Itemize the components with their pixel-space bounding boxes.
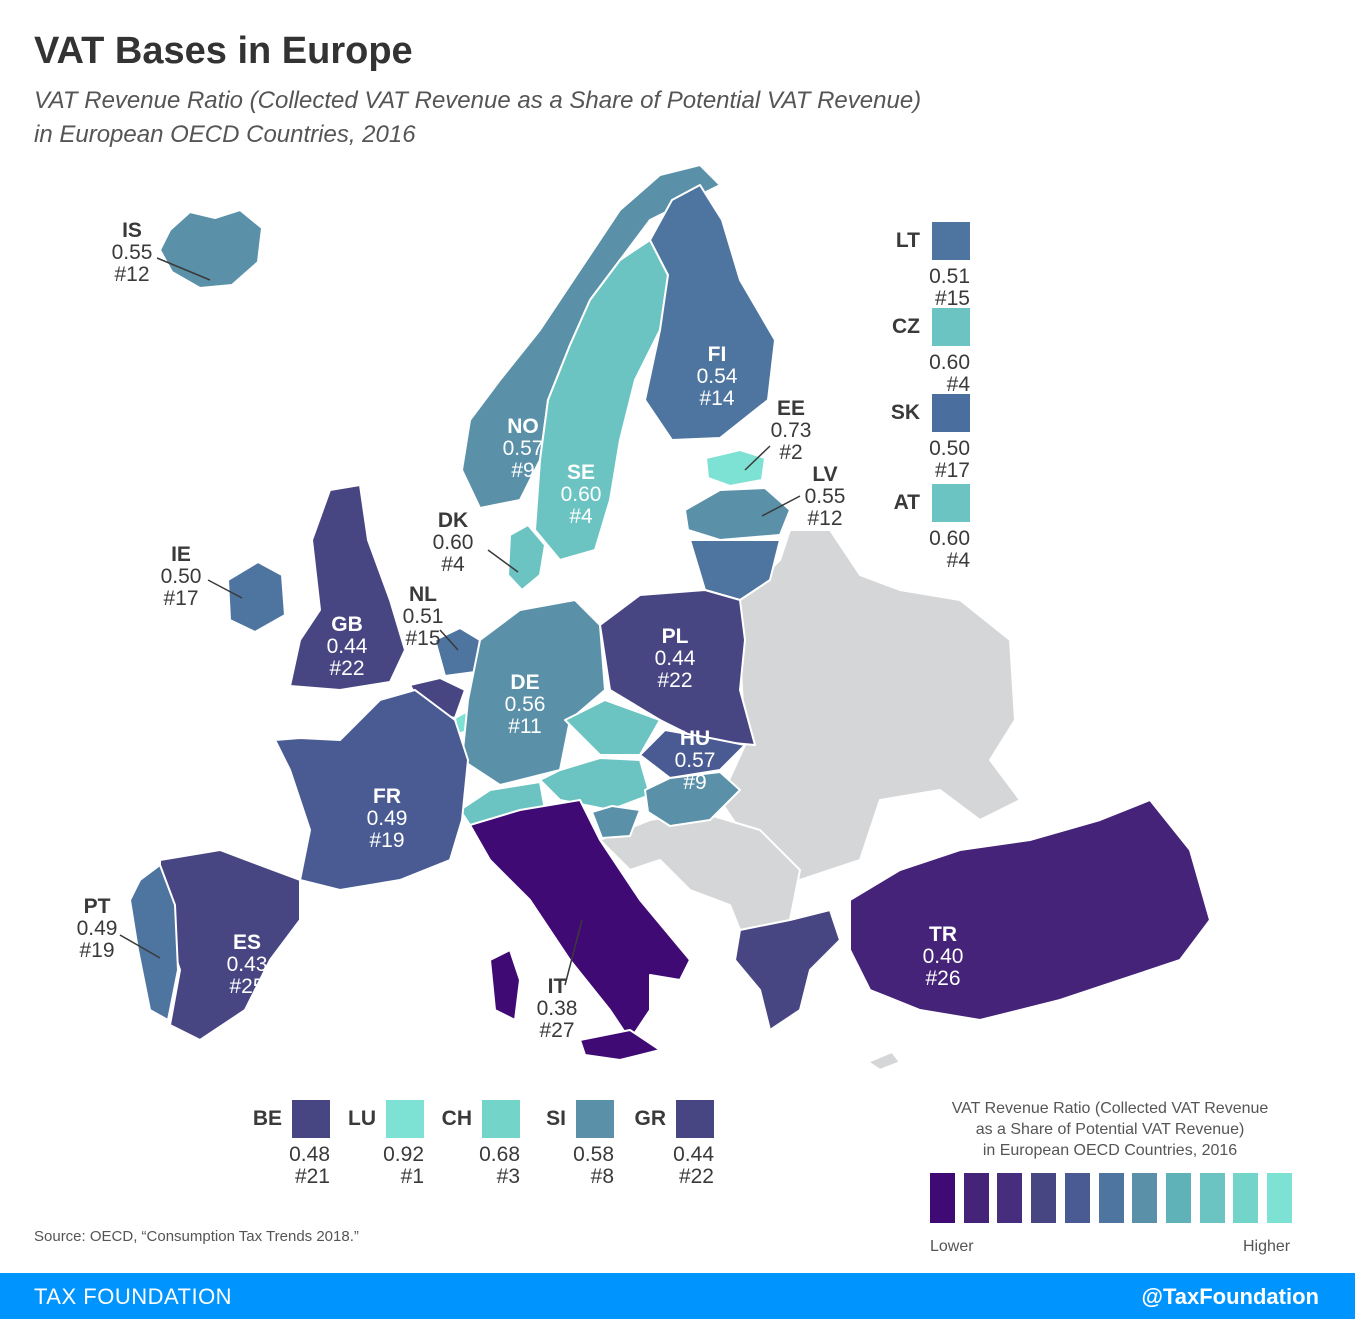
label-fr: FR 0.49 #19 — [366, 785, 408, 852]
label-ee: EE 0.73 #2 — [770, 397, 812, 464]
map-country-se — [534, 239, 669, 561]
side-legend-cz: CZ 0.60 #4 — [880, 308, 970, 398]
color-scale-step — [1031, 1173, 1057, 1223]
map-region-nodata-cyprus — [867, 1051, 901, 1071]
color-scale-step — [1132, 1173, 1158, 1223]
map-country-fr — [274, 689, 469, 891]
map-country-hu — [644, 771, 741, 827]
side-legend-at: AT 0.60 #4 — [880, 484, 970, 574]
label-lv: LV 0.55 #12 — [804, 463, 846, 530]
label-gb: GB 0.44 #22 — [326, 613, 368, 680]
footer-bar: TAX FOUNDATION @TaxFoundation — [0, 1273, 1355, 1319]
page-subtitle: VAT Revenue Ratio (Collected VAT Revenue… — [34, 84, 1034, 152]
color-scale-step — [963, 1173, 989, 1223]
bottom-legend-si: SI 0.58 #8 — [524, 1100, 614, 1195]
label-de: DE 0.56 #11 — [504, 671, 546, 738]
scale-low-label: Lower — [930, 1238, 974, 1255]
map-country-it-sicily — [579, 1029, 661, 1061]
map-region-nodata-east — [719, 529, 1021, 881]
source-note: Source: OECD, “Consumption Tax Trends 20… — [34, 1228, 359, 1245]
label-nl: NL 0.51 #15 — [402, 583, 444, 650]
leader-line-ie — [207, 579, 243, 599]
leader-line-pt — [119, 934, 161, 959]
leader-line-it — [564, 919, 583, 986]
bottom-legend-ch: CH 0.68 #3 — [430, 1100, 520, 1195]
label-ie: IE 0.50 #17 — [160, 543, 202, 610]
bottom-legend-be: BE 0.48 #21 — [240, 1100, 330, 1195]
color-scale-step — [1098, 1173, 1124, 1223]
map-country-cz — [564, 699, 661, 756]
leader-line-lv — [761, 495, 801, 517]
color-scale-step — [1199, 1173, 1225, 1223]
scale-high-label: Higher — [1243, 1238, 1291, 1255]
color-scale-step — [1165, 1173, 1191, 1223]
label-it: IT 0.38 #27 — [536, 975, 578, 1042]
map-country-fi — [644, 184, 776, 441]
footer-brand: TAX FOUNDATION — [34, 1284, 233, 1309]
map-country-si — [591, 805, 641, 839]
bottom-legend-gr-swatch — [676, 1100, 714, 1138]
map-country-ie — [227, 561, 286, 633]
label-no: NO 0.57 #9 — [502, 415, 544, 482]
map-country-gb — [289, 484, 406, 691]
color-scale-step — [1233, 1173, 1259, 1223]
leader-line-ee — [744, 445, 771, 471]
color-scale-step — [1064, 1173, 1090, 1223]
bottom-legend-ch-swatch — [482, 1100, 520, 1138]
label-pl: PL 0.44 #22 — [654, 625, 696, 692]
side-legend-sk: SK 0.50 #17 — [880, 394, 970, 484]
bottom-legend-si-swatch — [576, 1100, 614, 1138]
label-pt: PT 0.49 #19 — [76, 895, 118, 962]
bottom-legend-gr: GR 0.44 #22 — [624, 1100, 714, 1195]
side-legend-lt: LT 0.51 #15 — [880, 222, 970, 312]
map-country-gr — [734, 909, 841, 1031]
map-country-is — [159, 209, 263, 289]
map-country-ee — [705, 449, 766, 487]
map-country-it — [469, 799, 691, 1041]
side-legend-lt-swatch — [932, 222, 970, 260]
map-country-tr — [849, 799, 1211, 1021]
label-dk: DK 0.60 #4 — [432, 509, 474, 576]
color-scale-step — [997, 1173, 1023, 1223]
side-legend-at-swatch — [932, 484, 970, 522]
map-country-pl — [599, 589, 756, 746]
leader-line-dk — [487, 549, 519, 573]
label-tr: TR 0.40 #26 — [922, 923, 964, 990]
color-scale-step — [1267, 1173, 1292, 1223]
subtitle-line-1: VAT Revenue Ratio (Collected VAT Revenue… — [34, 87, 922, 114]
side-legend-cz-swatch — [932, 308, 970, 346]
side-legend-sk-swatch — [932, 394, 970, 432]
map-country-pt — [129, 864, 179, 1021]
label-hu: HU 0.57 #9 — [674, 727, 716, 794]
map-country-it-sardinia — [489, 949, 521, 1021]
leader-line-nl — [439, 629, 459, 651]
leader-line-is — [156, 257, 211, 281]
bottom-legend-lu-swatch — [386, 1100, 424, 1138]
label-se: SE 0.60 #4 — [560, 461, 602, 528]
footer-handle[interactable]: @TaxFoundation — [1141, 1284, 1319, 1309]
scale-title: VAT Revenue Ratio (Collected VAT Revenue… — [951, 1100, 1269, 1159]
map-country-lv — [684, 487, 791, 541]
color-scale-step — [930, 1173, 955, 1223]
page-title: VAT Bases in Europe — [34, 30, 413, 72]
label-fi: FI 0.54 #14 — [696, 343, 738, 410]
label-is: IS 0.55 #12 — [111, 219, 153, 286]
bottom-legend-be-swatch — [292, 1100, 330, 1138]
label-es: ES 0.43 #25 — [226, 931, 268, 998]
bottom-legend-lu: LU 0.92 #1 — [334, 1100, 424, 1195]
map-country-dk — [507, 524, 546, 591]
subtitle-line-2: in European OECD Countries, 2016 — [34, 121, 416, 148]
